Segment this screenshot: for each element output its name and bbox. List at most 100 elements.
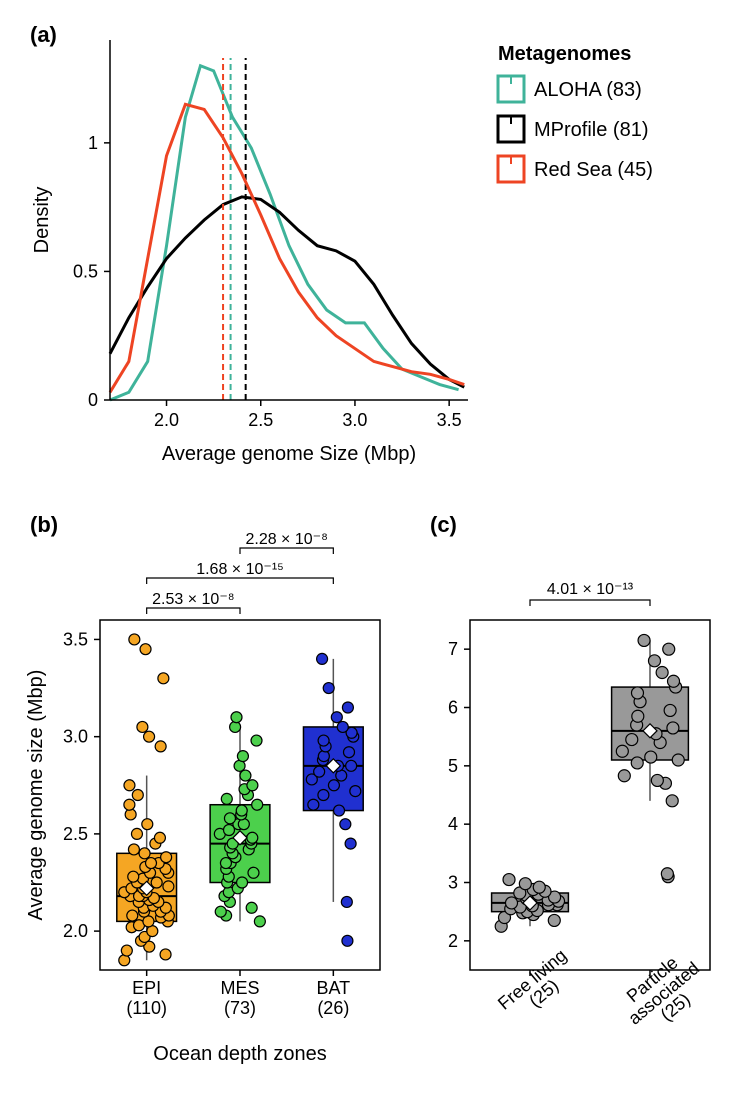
panel-a-svg: (a)2.02.53.03.500.51Average genome Size … bbox=[20, 20, 728, 480]
x-category-label: BAT bbox=[316, 978, 350, 998]
data-point bbox=[664, 704, 676, 716]
data-point bbox=[142, 819, 153, 830]
data-point bbox=[246, 902, 257, 913]
data-point bbox=[343, 747, 354, 758]
data-point bbox=[506, 897, 518, 909]
data-point bbox=[345, 838, 356, 849]
data-point bbox=[318, 735, 329, 746]
pvalue-bracket bbox=[530, 600, 650, 606]
data-point bbox=[231, 712, 242, 723]
y-tick-label: 3.0 bbox=[63, 727, 88, 747]
data-point bbox=[666, 795, 678, 807]
x-tick-label: 3.5 bbox=[437, 410, 462, 430]
data-point bbox=[631, 757, 643, 769]
y-tick-label: 3 bbox=[448, 873, 458, 893]
data-point bbox=[248, 867, 259, 878]
data-point bbox=[151, 877, 162, 888]
data-point bbox=[254, 916, 265, 927]
panel-b: (b) 2.0 2.5 3.0 3.5 Average genome size (Mbp)… bbox=[20, 510, 390, 1070]
data-point bbox=[503, 874, 515, 886]
panel-c-label: (c) bbox=[430, 512, 457, 537]
x-category-label: (73) bbox=[224, 998, 256, 1018]
pvalue-label: 1.68 × 10⁻¹⁵ bbox=[196, 561, 284, 578]
data-point bbox=[341, 896, 352, 907]
data-point bbox=[337, 721, 348, 732]
data-point bbox=[221, 793, 232, 804]
data-point bbox=[128, 871, 139, 882]
pvalue-label: 2.53 × 10⁻⁸ bbox=[152, 591, 234, 608]
data-point bbox=[342, 702, 353, 713]
panel-b-label: (b) bbox=[30, 512, 58, 537]
data-point bbox=[251, 735, 262, 746]
legend-label: ALOHA (83) bbox=[534, 79, 642, 101]
data-point bbox=[237, 751, 248, 762]
data-point bbox=[247, 832, 258, 843]
data-point bbox=[626, 734, 638, 746]
y-tick-label: 0 bbox=[88, 390, 98, 410]
data-point bbox=[128, 844, 139, 855]
legend-label: Red Sea (45) bbox=[534, 159, 653, 181]
pvalue-bracket bbox=[147, 578, 334, 584]
data-point bbox=[323, 683, 334, 694]
data-point bbox=[140, 644, 151, 655]
pvalue-bracket bbox=[147, 608, 240, 614]
data-point bbox=[661, 868, 673, 880]
y-tick-label: 2.0 bbox=[63, 921, 88, 941]
data-point bbox=[240, 770, 251, 781]
data-point bbox=[340, 819, 351, 830]
data-point bbox=[124, 799, 135, 810]
panel-bc-row: (b) 2.0 2.5 3.0 3.5 Average genome size (Mbp)… bbox=[20, 510, 728, 1070]
figure: (a)2.02.53.03.500.51Average genome Size … bbox=[20, 20, 728, 1070]
data-point bbox=[131, 828, 142, 839]
y-tick-label: 6 bbox=[448, 698, 458, 718]
pvalue-bracket bbox=[240, 548, 333, 554]
data-point bbox=[334, 805, 345, 816]
data-point bbox=[648, 655, 660, 667]
data-point bbox=[144, 731, 155, 742]
data-point bbox=[139, 848, 150, 859]
density-curve bbox=[110, 197, 464, 387]
data-point bbox=[331, 712, 342, 723]
y-tick-label: 3.5 bbox=[63, 629, 88, 649]
y-tick-label: 5 bbox=[448, 756, 458, 776]
data-point bbox=[236, 805, 247, 816]
data-point bbox=[533, 881, 545, 893]
data-point bbox=[645, 751, 657, 763]
panel-b-svg: (b) 2.0 2.5 3.0 3.5 Average genome size (Mbp)… bbox=[20, 510, 390, 1070]
data-point bbox=[616, 745, 628, 757]
data-point bbox=[328, 780, 339, 791]
density-curve bbox=[110, 66, 459, 400]
y-tick-label: 7 bbox=[448, 639, 458, 659]
data-point bbox=[237, 877, 248, 888]
data-point bbox=[224, 813, 235, 824]
y-tick-label: 1 bbox=[88, 133, 98, 153]
data-point bbox=[124, 780, 135, 791]
data-point bbox=[121, 945, 132, 956]
data-point bbox=[668, 675, 680, 687]
data-point bbox=[215, 906, 226, 917]
data-point bbox=[667, 722, 679, 734]
data-point bbox=[137, 721, 148, 732]
data-point bbox=[127, 910, 138, 921]
data-point bbox=[663, 643, 675, 655]
data-point bbox=[318, 790, 329, 801]
y-axis-title: Average genome size (Mbp) bbox=[25, 670, 47, 921]
data-point bbox=[318, 751, 329, 762]
legend-title: Metagenomes bbox=[498, 43, 631, 65]
x-axis-title: Ocean depth zones bbox=[153, 1043, 326, 1065]
data-point bbox=[158, 673, 169, 684]
panel-c: (c)234567Free living(25)Particleassociat… bbox=[420, 510, 720, 1070]
data-point bbox=[314, 766, 325, 777]
panel-c-svg: (c)234567Free living(25)Particleassociat… bbox=[420, 510, 720, 1070]
data-point bbox=[631, 687, 643, 699]
data-point bbox=[252, 799, 263, 810]
data-point bbox=[155, 741, 166, 752]
panel-a-label: (a) bbox=[30, 22, 57, 47]
y-tick-label: 0.5 bbox=[73, 261, 98, 281]
y-tick-label: 2.5 bbox=[63, 824, 88, 844]
pvalue-label: 4.01 × 10⁻¹³ bbox=[547, 581, 634, 598]
x-category-label: MES bbox=[220, 978, 259, 998]
data-point bbox=[154, 832, 165, 843]
data-point bbox=[160, 949, 171, 960]
data-point bbox=[651, 774, 663, 786]
